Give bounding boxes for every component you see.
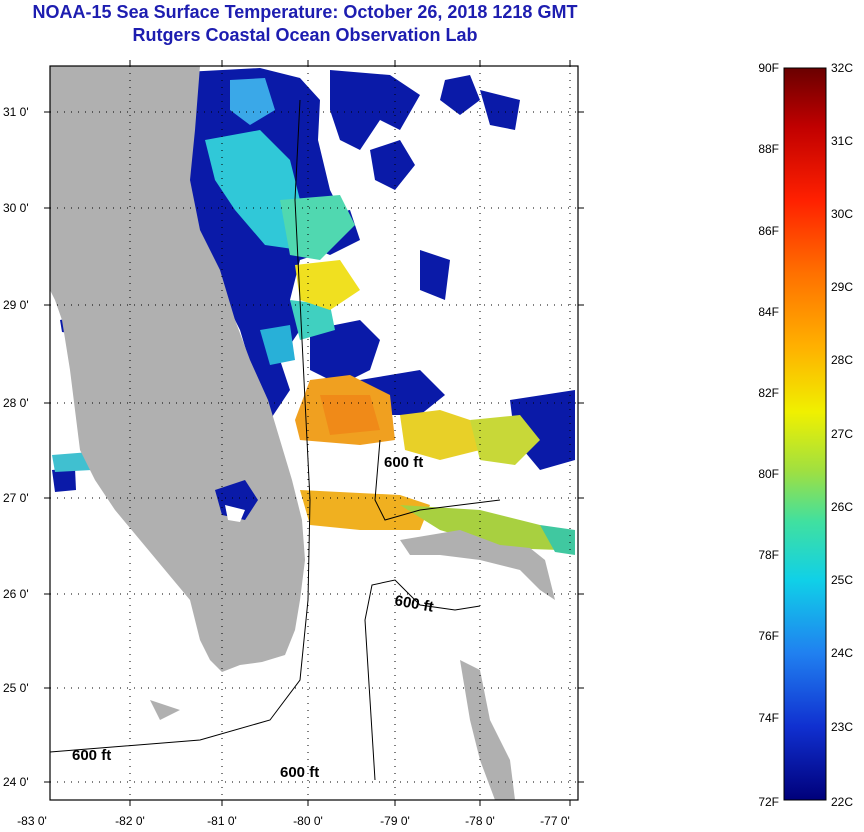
celsius-label: 24C — [831, 646, 853, 660]
contour-label-east: 600 ft — [393, 592, 435, 616]
fahrenheit-label: 82F — [758, 386, 779, 400]
sst-warm-region — [52, 260, 575, 555]
fahrenheit-label: 90F — [758, 61, 779, 75]
lon-label: -77 0' — [540, 814, 570, 828]
sst-mid-region — [205, 78, 355, 365]
contour-label-south: 600 ft — [280, 764, 319, 781]
fahrenheit-label: 74F — [758, 711, 779, 725]
fahrenheit-label: 80F — [758, 467, 779, 481]
celsius-label: 32C — [831, 61, 853, 75]
lat-label: 31 0' — [3, 105, 29, 119]
color-scale-bar — [783, 67, 827, 801]
lon-label: -78 0' — [465, 814, 495, 828]
bathymetry-contours — [50, 99, 501, 781]
lake — [215, 480, 258, 522]
land — [50, 66, 555, 800]
celsius-label: 28C — [831, 353, 853, 367]
fahrenheit-label: 84F — [758, 305, 779, 319]
lat-label: 27 0' — [3, 491, 29, 505]
celsius-label: 31C — [831, 134, 853, 148]
fahrenheit-label: 88F — [758, 142, 779, 156]
lat-label: 26 0' — [3, 587, 29, 601]
lat-label: 28 0' — [3, 396, 29, 410]
title-line-2: Rutgers Coastal Ocean Observation Lab — [132, 25, 478, 45]
lon-label: -80 0' — [293, 814, 323, 828]
lat-label: 24 0' — [3, 775, 29, 789]
lat-label: 25 0' — [3, 681, 29, 695]
celsius-label: 25C — [831, 573, 853, 587]
lon-label: -81 0' — [207, 814, 237, 828]
celsius-label: 23C — [831, 720, 853, 734]
latitude-labels: 31 0' 30 0' 29 0' 28 0' 27 0' 26 0' 25 0… — [3, 105, 29, 789]
axis-ticks — [44, 60, 584, 806]
title-line-1: NOAA-15 Sea Surface Temperature: October… — [32, 2, 578, 22]
fahrenheit-label: 78F — [758, 548, 779, 562]
fahrenheit-label: 76F — [758, 629, 779, 643]
celsius-labels: 32C 31C 30C 29C 28C 27C 26C 25C 24C 23C … — [831, 61, 853, 809]
celsius-label: 30C — [831, 207, 853, 221]
contour-label-north: 600 ft — [384, 454, 423, 471]
lon-label: -82 0' — [115, 814, 145, 828]
lat-label: 30 0' — [3, 201, 29, 215]
contour-label-west: 600 ft — [72, 747, 111, 764]
fahrenheit-labels: 90F 88F 86F 84F 82F 80F 78F 76F 74F 72F — [758, 61, 779, 809]
map-frame — [49, 65, 579, 801]
lat-label: 29 0' — [3, 298, 29, 312]
fahrenheit-label: 72F — [758, 795, 779, 809]
celsius-label: 27C — [831, 427, 853, 441]
celsius-label: 22C — [831, 795, 853, 809]
lon-label: -79 0' — [380, 814, 410, 828]
longitude-labels: -83 0' -82 0' -81 0' -80 0' -79 0' -78 0… — [17, 814, 570, 828]
celsius-label: 26C — [831, 500, 853, 514]
celsius-label: 29C — [831, 280, 853, 294]
fahrenheit-label: 86F — [758, 224, 779, 238]
lon-label: -83 0' — [17, 814, 47, 828]
